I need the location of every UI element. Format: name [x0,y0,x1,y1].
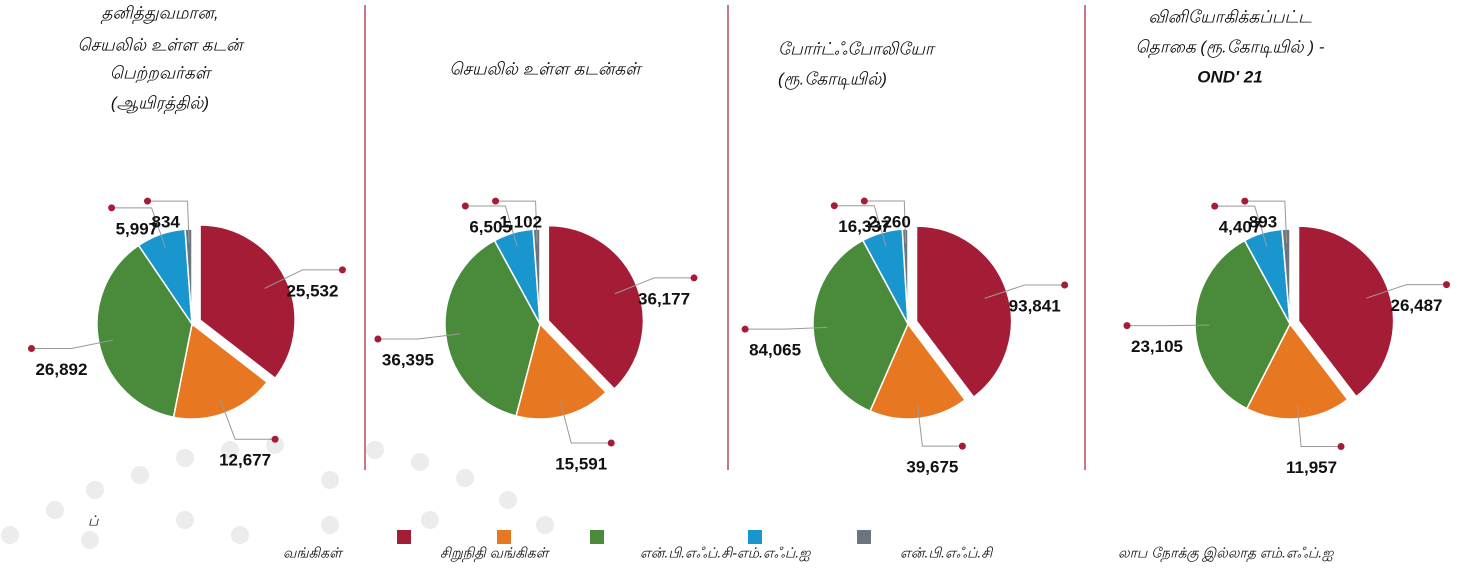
leader-dot [1211,202,1219,210]
legend-swatch [857,530,871,544]
legend-label: வங்கிகள் [283,545,344,561]
leader-line [1296,404,1342,448]
chart-title: தனித்துவமான, [100,3,218,24]
data-label: 39,675 [906,458,958,477]
data-label: 26,892 [35,360,87,379]
leader-dot [338,266,346,274]
leader-line [377,333,460,340]
chart-title: (ஆயிரத்தில்) [111,93,209,114]
leader-dot [144,197,152,205]
leader-dot [1123,322,1131,330]
leader-dot [461,202,469,210]
leader-dot [1337,443,1345,451]
legend-fragment: ப் [88,513,99,529]
data-label: 1,102 [500,213,543,232]
leader-line [147,200,190,244]
leader-line [1214,205,1268,247]
chart-title: (ரூ.கோடியில்) [778,69,887,90]
data-label: 5,997 [116,219,159,238]
leader-line [984,284,1065,299]
legend-label: என்.பி.எஃப்.சி-எம்.எஃப்.ஐ [640,545,811,562]
chart-title: செயலில் உள்ள கடன் [77,35,245,54]
data-label: 25,532 [286,281,338,300]
data-label: 36,177 [638,289,690,308]
data-label: 2,260 [868,213,911,232]
leader-dot [108,204,116,212]
leader-dot [830,202,838,210]
leader-line [264,269,343,289]
legend-swatch [748,530,762,544]
data-label: 93,841 [1009,296,1061,315]
data-label: 4,407 [1219,218,1262,237]
data-label: 23,105 [1131,337,1183,356]
leader-line [560,401,612,444]
leader-line [465,205,518,247]
leader-dot [27,344,35,352]
dividers [364,5,1086,470]
leader-line [614,277,695,295]
data-label: 11,957 [1286,458,1337,477]
data-label: 6,505 [469,217,512,236]
leader-line [31,339,113,349]
leader-dot [1241,197,1249,205]
legend-swatch [497,530,511,544]
leader-line [745,326,828,330]
data-label: 26,487 [1391,296,1443,315]
chart-title: பெற்றவர்கள் [110,63,213,83]
chart-title: செயலில் உள்ள கடன்கள் [449,59,643,78]
data-label: 15,591 [555,454,607,473]
data-label: 36,395 [382,350,434,369]
leader-dot [1443,281,1451,289]
chart-title: OND' 21 [1197,67,1262,86]
data-label: 893 [1249,213,1277,232]
leader-dot [741,325,749,333]
chart-title: தொகை (ரூ.கோடியில் ) - [1136,37,1325,58]
leader-dot [958,442,966,450]
leader-dot [1061,281,1069,289]
leader-dot [492,197,500,205]
legend-label: என்.பி.எஃப்.சி [900,545,994,561]
leader-line [1127,324,1210,327]
leader-line [219,399,276,440]
leader-line [495,200,538,244]
decor-dots [1,436,554,549]
data-label: 84,065 [749,341,801,360]
leader-line [916,404,963,447]
leader-line [1244,200,1288,244]
data-label: 12,677 [219,451,271,470]
leader-dot [860,197,868,205]
leader-line [864,200,907,244]
legend-swatch [397,530,411,544]
leader-dot [607,439,615,447]
leader-dot [271,435,279,443]
leader-line [111,207,166,248]
data-label: 16,337 [838,217,890,236]
chart-title: போர்ட்ஃபோலியோ [778,39,936,58]
legend-label: லாப நோக்கு இல்லாத எம்.எஃப்.ஐ [1118,545,1334,563]
legend-label: சிறுநிதி வங்கிகள் [440,545,551,563]
legend-swatch [590,530,604,544]
data-label: 834 [152,213,181,232]
leader-dot [374,335,382,343]
leader-line [834,205,887,247]
chart-title: வினியோகிக்கப்பட்ட [1148,7,1312,26]
leader-line [1366,284,1447,299]
leader-dot [690,274,698,282]
